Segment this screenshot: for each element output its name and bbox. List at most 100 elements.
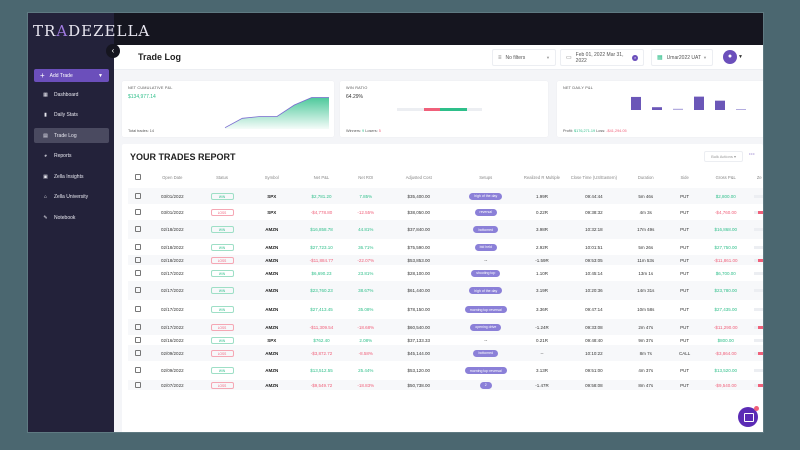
account-dropdown[interactable]: ▦ Umar2022 UAT ▼ bbox=[651, 49, 713, 66]
row-checkbox[interactable] bbox=[134, 349, 141, 356]
sidebar-item-dashboard[interactable]: ▦ Dashboard bbox=[34, 87, 109, 102]
symbol[interactable]: AMZN bbox=[265, 270, 279, 276]
row-checkbox[interactable] bbox=[134, 381, 141, 388]
symbol[interactable]: SPX bbox=[267, 209, 277, 215]
zella-scale-cell bbox=[751, 319, 763, 335]
column-header[interactable]: Status bbox=[216, 175, 228, 180]
chat-widget-button[interactable] bbox=[738, 406, 759, 427]
column-header[interactable]: Setups bbox=[479, 175, 493, 180]
sidebar-item-trade-log[interactable]: ▤ Trade Log bbox=[34, 128, 109, 143]
setup-tag[interactable]: morning top reversal bbox=[464, 367, 507, 374]
setup-tag[interactable]: morning top reversal bbox=[464, 306, 507, 313]
setup-tag[interactable]: bottomed bbox=[473, 349, 499, 357]
symbol[interactable]: SPX bbox=[267, 193, 277, 199]
symbol[interactable]: AMZN bbox=[265, 257, 279, 263]
symbol[interactable]: AMZN bbox=[265, 368, 279, 373]
row-checkbox-cell bbox=[128, 255, 147, 265]
avatar[interactable]: ● bbox=[723, 50, 737, 64]
row-checkbox[interactable] bbox=[134, 269, 141, 276]
net-pnl: -$11,309.54 bbox=[309, 324, 334, 330]
select-all-checkbox[interactable] bbox=[134, 174, 141, 180]
table-row[interactable]: 02/07/2022 LOSS AMZN -$9,549.72 -18.83% … bbox=[128, 380, 763, 390]
column-header[interactable]: Side bbox=[680, 175, 689, 180]
caret-down-icon: ▼ bbox=[546, 55, 550, 60]
row-checkbox[interactable] bbox=[134, 336, 141, 343]
select-all-checkbox-cell[interactable] bbox=[128, 168, 147, 188]
sidebar-item-notebook[interactable]: ✎ Notebook bbox=[34, 210, 109, 225]
column-header[interactable]: Open Date bbox=[162, 175, 183, 180]
row-checkbox[interactable] bbox=[134, 256, 141, 263]
adjusted-cost: $53,120.00 bbox=[407, 368, 430, 373]
row-checkbox[interactable] bbox=[134, 367, 141, 373]
bulk-actions-dropdown[interactable]: Bulk Actions ▾ bbox=[704, 151, 743, 162]
table-row[interactable]: 02/17/2022 WIN AMZN $27,413.45 35.08% $7… bbox=[128, 300, 763, 319]
side: PUT bbox=[680, 288, 690, 293]
table-row[interactable]: 02/17/2022 WIN AMZN $6,690.23 23.81% $28… bbox=[128, 265, 763, 281]
setup-tag[interactable]: shooting top bbox=[471, 269, 501, 277]
symbol[interactable]: AMZN bbox=[265, 288, 279, 293]
symbol[interactable]: AMZN bbox=[265, 244, 279, 250]
row-checkbox[interactable] bbox=[134, 226, 141, 232]
setup-tag[interactable]: high of the day bbox=[469, 192, 503, 200]
collapse-sidebar-button[interactable]: ‹ bbox=[106, 44, 120, 58]
symbol[interactable]: AMZN bbox=[265, 307, 279, 312]
realized-r-multiple: 3.19R bbox=[535, 288, 548, 293]
table-row[interactable]: 02/17/2022 WIN AMZN $23,760.23 38.67% $6… bbox=[128, 281, 763, 300]
table-row[interactable]: 02/17/2022 LOSS AMZN -$11,309.54 -18.68%… bbox=[128, 319, 763, 335]
side: PUT bbox=[680, 307, 690, 312]
column-header[interactable]: Net ROI bbox=[358, 175, 374, 180]
table-row[interactable]: 02/18/2022 WIN AMZN $27,723.10 36.71% $7… bbox=[128, 239, 763, 255]
column-header[interactable]: Close Time (US/Eastern) bbox=[570, 175, 617, 180]
clear-date-icon[interactable]: × bbox=[632, 54, 638, 61]
symbol[interactable]: AMZN bbox=[265, 382, 279, 388]
row-checkbox[interactable] bbox=[134, 208, 141, 215]
row-checkbox[interactable] bbox=[134, 306, 141, 312]
sidebar-item-daily-stats[interactable]: ▮ Daily Stats bbox=[34, 108, 109, 123]
column-header[interactable]: Realized R Multiple bbox=[523, 175, 560, 180]
trades-table: Open Date Status Symbol Net P&L Net ROI Adjus… bbox=[128, 168, 763, 390]
close-time: 09:44:44 bbox=[585, 193, 603, 199]
add-trade-button[interactable]: + Add Trade ▼ bbox=[34, 69, 109, 82]
table-row[interactable]: 02/16/2022 WIN SPX $762.40 2.08% $37,133… bbox=[128, 335, 763, 345]
status-cell: WIN bbox=[197, 361, 247, 380]
sidebar-item-reports[interactable]: ◕ Reports bbox=[34, 149, 109, 164]
table-row[interactable]: 03/01/2022 LOSS SPX -$4,778.80 -12.55% $… bbox=[128, 204, 763, 220]
table-row[interactable]: 03/01/2022 WIN SPX $2,781.20 7.85% $35,4… bbox=[128, 188, 763, 204]
symbol[interactable]: AMZN bbox=[265, 350, 279, 356]
setup-tag[interactable]: reversal bbox=[474, 208, 497, 216]
bar-chart-icon: ▮ bbox=[44, 112, 47, 118]
column-header[interactable]: Duration bbox=[637, 175, 654, 180]
column-header[interactable]: Ze bbox=[756, 175, 762, 180]
row-checkbox[interactable] bbox=[134, 192, 141, 199]
setup-tag[interactable]: opening drive bbox=[470, 323, 502, 331]
table-row[interactable]: 02/09/2022 WIN AMZN $13,512.55 25.44% $5… bbox=[128, 361, 763, 380]
row-checkbox[interactable] bbox=[134, 243, 141, 250]
row-checkbox[interactable] bbox=[134, 287, 141, 293]
gross-pnl: $27,435.00 bbox=[714, 307, 737, 312]
table-row[interactable]: 02/09/2022 LOSS AMZN -$3,872.72 -8.58% $… bbox=[128, 345, 763, 361]
symbol[interactable]: AMZN bbox=[265, 227, 279, 232]
column-header[interactable]: Net P&L bbox=[313, 175, 330, 180]
more-options-icon[interactable]: ··· bbox=[749, 152, 755, 158]
date-range-picker[interactable]: ▭ Feb 01, 2022 Mar 31, 2022 × bbox=[560, 49, 644, 66]
setup-tag[interactable]: high of the day bbox=[469, 287, 503, 294]
book-icon: ▤ bbox=[43, 132, 48, 139]
filter-dropdown[interactable]: ≡ No filters ▼ bbox=[492, 49, 556, 66]
setup-tag[interactable]: bid held bbox=[474, 243, 497, 251]
table-row[interactable]: 02/18/2022 WIN AMZN $16,858.78 44.81% $3… bbox=[128, 220, 763, 239]
column-header[interactable]: Gross P&L bbox=[715, 175, 736, 180]
symbol[interactable]: AMZN bbox=[265, 324, 279, 330]
table-row[interactable]: 02/18/2022 LOSS AMZN -$11,884.77 -22.07%… bbox=[128, 255, 763, 265]
avatar-caret-icon[interactable]: ▼ bbox=[738, 54, 743, 60]
net-roi: -18.83% bbox=[357, 382, 375, 388]
sidebar-item-zella-university[interactable]: ⌂ Zella University bbox=[34, 190, 109, 205]
row-checkbox[interactable] bbox=[134, 323, 141, 330]
setup-tag[interactable]: 2 bbox=[479, 381, 492, 389]
setups-cell: -- bbox=[452, 335, 519, 345]
column-header[interactable]: Symbol bbox=[264, 175, 279, 180]
open-date: 02/17/2022 bbox=[161, 324, 184, 330]
symbol[interactable]: SPX bbox=[267, 337, 277, 343]
column-header[interactable]: Adjusted Cost bbox=[405, 175, 432, 180]
setup-tag[interactable]: bottomed bbox=[473, 226, 499, 233]
sidebar-item-zella-insights[interactable]: ▣ Zella Insights bbox=[34, 169, 109, 184]
